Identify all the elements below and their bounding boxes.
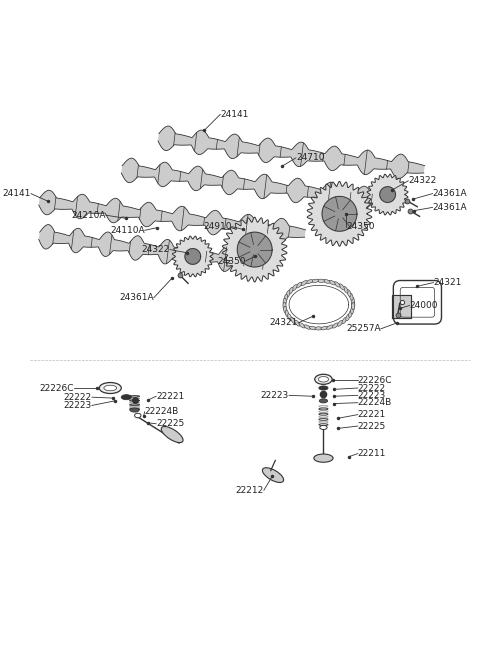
Ellipse shape: [283, 302, 286, 310]
Text: 24110A: 24110A: [110, 226, 144, 234]
Ellipse shape: [104, 385, 117, 391]
Ellipse shape: [292, 284, 297, 291]
Ellipse shape: [296, 282, 302, 288]
Text: 22226C: 22226C: [39, 384, 73, 392]
Ellipse shape: [309, 326, 316, 330]
Ellipse shape: [349, 293, 353, 300]
Ellipse shape: [295, 320, 300, 326]
Ellipse shape: [329, 280, 336, 285]
Ellipse shape: [342, 318, 347, 324]
Ellipse shape: [134, 413, 141, 418]
Polygon shape: [392, 295, 411, 318]
Polygon shape: [185, 249, 201, 264]
Polygon shape: [222, 217, 287, 282]
Text: 24321: 24321: [433, 278, 462, 287]
Polygon shape: [237, 232, 272, 267]
Ellipse shape: [350, 307, 354, 314]
Polygon shape: [367, 174, 408, 215]
Polygon shape: [380, 187, 396, 202]
Ellipse shape: [299, 323, 305, 328]
Text: 22221: 22221: [358, 410, 386, 419]
Ellipse shape: [130, 408, 139, 412]
Ellipse shape: [348, 310, 352, 318]
Ellipse shape: [288, 288, 293, 294]
Text: 24322: 24322: [408, 176, 436, 185]
Ellipse shape: [304, 325, 311, 329]
Text: 22223: 22223: [261, 391, 289, 400]
Text: 22224B: 22224B: [358, 398, 392, 407]
Text: 22211: 22211: [358, 449, 386, 458]
Ellipse shape: [314, 454, 333, 462]
Text: 22222: 22222: [64, 393, 92, 402]
Ellipse shape: [319, 386, 328, 390]
Text: 22223: 22223: [64, 401, 92, 410]
Text: 24210A: 24210A: [71, 211, 106, 219]
Ellipse shape: [306, 280, 313, 284]
Ellipse shape: [99, 383, 121, 394]
Ellipse shape: [285, 310, 289, 317]
Text: 24361A: 24361A: [119, 293, 154, 302]
Ellipse shape: [315, 327, 323, 330]
Text: 24910: 24910: [203, 222, 232, 231]
Ellipse shape: [121, 395, 132, 400]
Ellipse shape: [318, 377, 328, 382]
Text: 24141: 24141: [220, 110, 249, 119]
Text: 24000: 24000: [409, 301, 438, 310]
Ellipse shape: [284, 306, 287, 314]
Ellipse shape: [319, 399, 327, 403]
Ellipse shape: [352, 301, 355, 309]
Polygon shape: [322, 196, 357, 231]
Polygon shape: [39, 225, 278, 275]
Text: 24322: 24322: [142, 245, 170, 254]
Ellipse shape: [332, 323, 338, 328]
Text: 24141: 24141: [2, 189, 31, 198]
Ellipse shape: [347, 290, 351, 297]
Text: 24361A: 24361A: [432, 203, 467, 212]
Ellipse shape: [161, 426, 183, 443]
Text: 22222: 22222: [358, 384, 386, 392]
Ellipse shape: [346, 314, 350, 321]
Ellipse shape: [344, 286, 348, 293]
Ellipse shape: [284, 294, 288, 301]
Text: 24350: 24350: [217, 257, 245, 265]
Ellipse shape: [286, 291, 290, 297]
Text: 22225: 22225: [358, 422, 386, 430]
Text: 22226C: 22226C: [358, 376, 392, 384]
Ellipse shape: [334, 282, 340, 287]
Text: 24361A: 24361A: [432, 189, 467, 198]
Polygon shape: [307, 181, 372, 246]
Ellipse shape: [312, 279, 319, 282]
Ellipse shape: [317, 279, 324, 282]
Ellipse shape: [320, 425, 327, 430]
Text: 24321: 24321: [270, 318, 298, 328]
Ellipse shape: [291, 317, 296, 324]
Polygon shape: [121, 158, 388, 211]
Ellipse shape: [351, 303, 355, 310]
Polygon shape: [172, 236, 213, 277]
Text: 24350: 24350: [347, 222, 375, 231]
Text: 22224B: 22224B: [144, 407, 179, 417]
Polygon shape: [327, 202, 352, 226]
Ellipse shape: [288, 314, 292, 320]
Ellipse shape: [283, 298, 287, 305]
Ellipse shape: [327, 325, 334, 329]
Ellipse shape: [301, 280, 307, 286]
Text: 22221: 22221: [156, 392, 184, 401]
Ellipse shape: [351, 297, 354, 304]
Text: 25257A: 25257A: [346, 324, 381, 333]
Ellipse shape: [263, 468, 284, 483]
Polygon shape: [242, 237, 267, 262]
Text: 24710: 24710: [296, 153, 324, 162]
Ellipse shape: [339, 284, 344, 290]
Text: 22212: 22212: [236, 486, 264, 495]
Ellipse shape: [315, 374, 332, 384]
Text: 22223: 22223: [358, 391, 386, 400]
Polygon shape: [39, 190, 306, 243]
Polygon shape: [158, 126, 425, 179]
Ellipse shape: [321, 326, 328, 330]
Ellipse shape: [337, 320, 343, 326]
Text: 22225: 22225: [156, 419, 184, 428]
Ellipse shape: [323, 280, 330, 283]
